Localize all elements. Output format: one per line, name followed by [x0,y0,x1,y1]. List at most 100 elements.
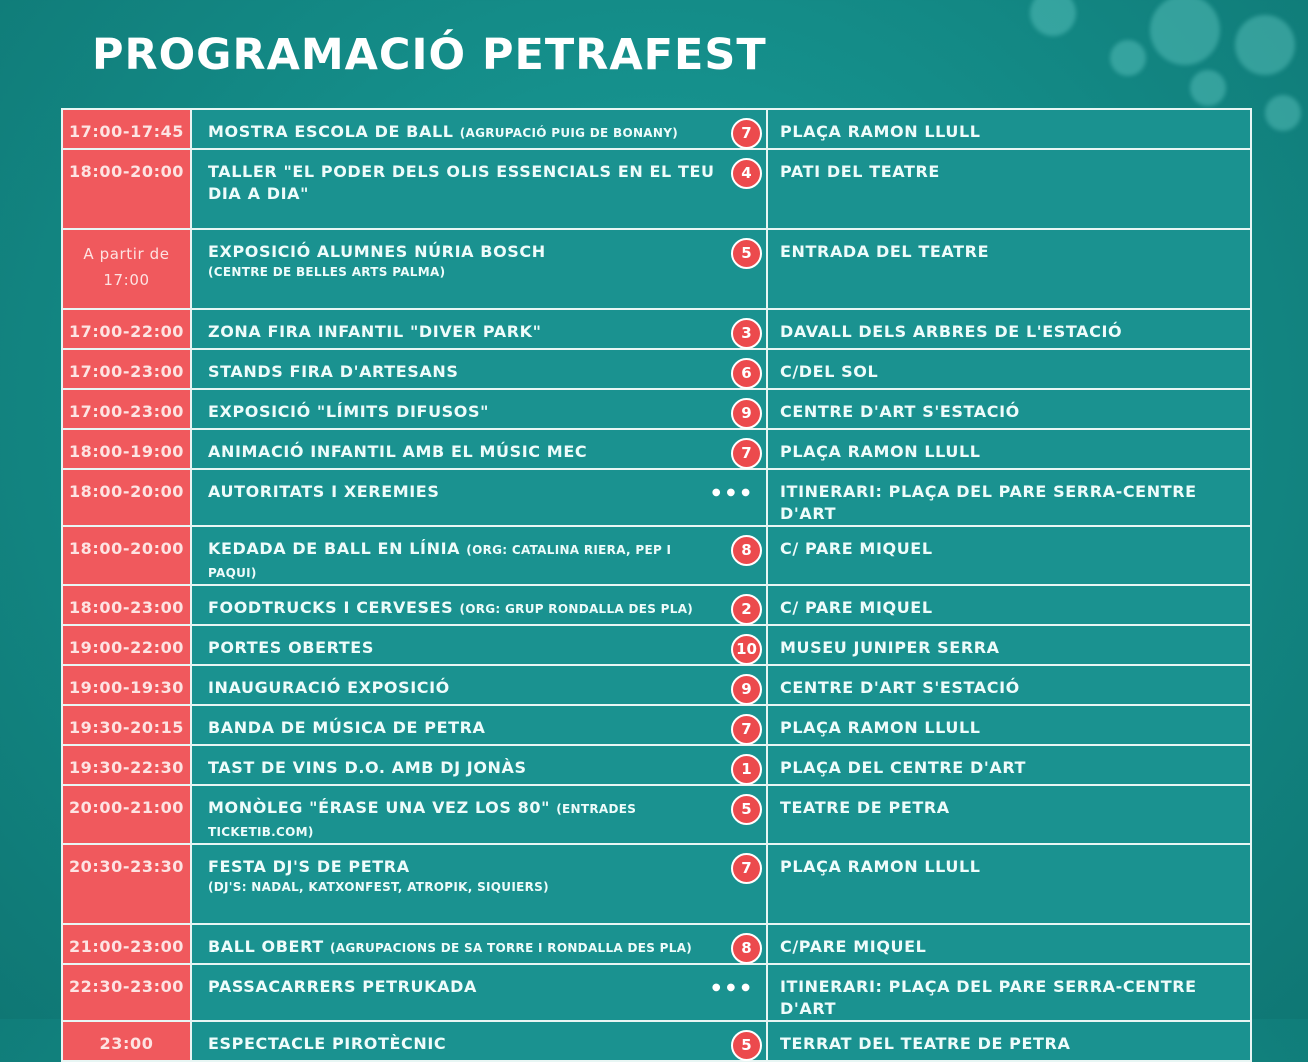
activity-cell: FESTA DJ'S DE PETRA (DJ'S: NADAL, KATXONF… [190,843,768,925]
activity-line: ANIMACIÓ INFANTIL AMB EL MÚSIC MEC [192,430,766,463]
decor-circle [1235,15,1295,75]
activity-cell: EXPOSICIÓ "LÍMITS DIFUSOS" 9 [190,388,768,430]
activity-line: MONÒLEG "ÉRASE UNA VEZ LOS 80" (ENTRADES… [192,786,766,843]
activity-cell: BALL OBERT (AGRUPACIONS DE SA TORRE I RO… [190,923,768,965]
place-label: TERRAT DEL TEATRE DE PETRA [780,1034,1071,1053]
location-number-badge: 7 [731,853,762,884]
activity-subnote: (CENTRE DE BELLES ARTS PALMA) [208,265,446,279]
activity-line: FOODTRUCKS I CERVESES (ORG: GRUP RONDALL… [192,586,766,620]
time-cell: 18:00-20:00 [61,468,192,527]
place-label: ENTRADA DEL TEATRE [780,242,990,261]
activity-line: AUTORITATS I XEREMIES [192,470,766,503]
activity-cell: TAST DE VINS D.O. AMB DJ JONÀS 1 [190,744,768,786]
place-cell: PLAÇA RAMON LLULL [766,843,1252,925]
time-cell: 20:00-21:00 [61,784,192,845]
location-number-badge: 3 [731,318,762,349]
activity-line: INAUGURACIÓ EXPOSICIÓ [192,666,766,699]
activity-note: (AGRUPACIONS DE SA TORRE I RONDALLA DES … [329,941,693,955]
location-number-badge: 4 [731,158,762,189]
place-cell: C/PARE MIQUEL [766,923,1252,965]
time-cell: 23:00 [61,1020,192,1062]
table-row: 17:00-23:00 STANDS FIRA D'ARTESANS 6 C/DEL … [61,348,1252,390]
activity-line: EXPOSICIÓ ALUMNES NÚRIA BOSCH [192,230,766,263]
activity-cell: TALLER "EL PODER DELS OLIS ESSENCIALS EN… [190,148,768,230]
table-row: 19:30-22:30 TAST DE VINS D.O. AMB DJ JONÀ… [61,744,1252,786]
time-label: 21:00-23:00 [68,937,185,956]
place-label: C/DEL SOL [780,362,879,381]
activity-label: MOSTRA ESCOLA DE BALL [208,122,454,141]
activity-line: MOSTRA ESCOLA DE BALL (AGRUPACIÓ PUIG DE… [192,110,766,144]
location-number-badge: 7 [731,118,762,149]
activity-line: TAST DE VINS D.O. AMB DJ JONÀS [192,746,766,779]
activity-line: PORTES OBERTES [192,626,766,659]
time-cell: 19:30-20:15 [61,704,192,746]
activity-label: KEDADA DE BALL EN LÍNIA [208,539,461,558]
schedule-table: 17:00-17:45 MOSTRA ESCOLA DE BALL (AGRUPA… [61,108,1252,1062]
time-label: 20:30-23:30 [68,857,185,876]
place-label: CENTRE D'ART S'ESTACIÓ [780,678,1020,697]
decor-circle [1150,0,1220,65]
time-cell: 19:00-19:30 [61,664,192,706]
activity-label: TAST DE VINS D.O. AMB DJ JONÀS [208,758,527,777]
activity-line: ESPECTACLE PIROTÈCNIC [192,1022,766,1055]
time-cell: 18:00-19:00 [61,428,192,470]
time-cell: 21:00-23:00 [61,923,192,965]
table-row: 18:00-23:00 FOODTRUCKS I CERVESES (ORG: G… [61,584,1252,626]
place-label: PATI DEL TEATRE [780,162,940,181]
activity-label: BANDA DE MÚSICA DE PETRA [208,718,486,737]
activity-label: PASSACARRERS PETRUKADA [208,977,477,996]
time-label: 17:00-23:00 [68,362,185,381]
activity-label: ZONA FIRA INFANTIL "DIVER PARK" [208,322,542,341]
table-row: 19:00-22:00 PORTES OBERTES 10 MUSEU JUNIPER… [61,624,1252,666]
activity-cell: STANDS FIRA D'ARTESANS 6 [190,348,768,390]
schedule-body: 17:00-17:45 MOSTRA ESCOLA DE BALL (AGRUPA… [61,108,1252,1062]
table-row: 20:00-21:00 MONÒLEG "ÉRASE UNA VEZ LOS 80… [61,784,1252,845]
place-label: C/PARE MIQUEL [780,937,927,956]
table-row: 18:00-19:00 ANIMACIÓ INFANTIL AMB EL MÚSI… [61,428,1252,470]
activity-line: KEDADA DE BALL EN LÍNIA (ORG: CATALINA R… [192,527,766,584]
activity-cell: PORTES OBERTES 10 [190,624,768,666]
place-cell: PLAÇA RAMON LLULL [766,108,1252,150]
time-label: 20:00-21:00 [68,798,185,817]
activity-cell: AUTORITATS I XEREMIES ●●● [190,468,768,527]
time-label: 19:30-20:15 [68,718,185,737]
table-row: 18:00-20:00 KEDADA DE BALL EN LÍNIA (ORG:… [61,525,1252,586]
activity-line: BALL OBERT (AGRUPACIONS DE SA TORRE I RO… [192,925,766,959]
location-number-badge: 5 [731,238,762,269]
table-row: 17:00-22:00 ZONA FIRA INFANTIL "DIVER PAR… [61,308,1252,350]
activity-label: STANDS FIRA D'ARTESANS [208,362,459,381]
activity-label: AUTORITATS I XEREMIES [208,482,440,501]
time-label: 17:00-23:00 [68,402,185,421]
location-number-badge: 8 [731,933,762,964]
activity-cell: KEDADA DE BALL EN LÍNIA (ORG: CATALINA R… [190,525,768,586]
place-cell: CENTRE D'ART S'ESTACIÓ [766,388,1252,430]
place-cell: DAVALL DELS ARBRES DE L'ESTACIÓ [766,308,1252,350]
table-row: 17:00-23:00 EXPOSICIÓ "LÍMITS DIFUSOS" 9 CE… [61,388,1252,430]
activity-line: TALLER "EL PODER DELS OLIS ESSENCIALS EN… [192,150,766,205]
time-cell: 19:30-22:30 [61,744,192,786]
place-cell: ITINERARI: PLAÇA DEL PARE SERRA-CENTRE D… [766,963,1252,1022]
location-number-badge: 5 [731,794,762,825]
activity-line: STANDS FIRA D'ARTESANS [192,350,766,383]
place-label: C/ PARE MIQUEL [780,598,933,617]
place-label: PLAÇA RAMON LLULL [780,442,981,461]
time-cell: 20:30-23:30 [61,843,192,925]
activity-cell: PASSACARRERS PETRUKADA ●●● [190,963,768,1022]
place-cell: ENTRADA DEL TEATRE [766,228,1252,310]
time-label: 18:00-20:00 [68,539,185,558]
table-row: 18:00-20:00 TALLER "EL PODER DELS OLIS ES… [61,148,1252,230]
place-cell: TEATRE DE PETRA [766,784,1252,845]
time-cell: 18:00-23:00 [61,584,192,626]
activity-label: MONÒLEG "ÉRASE UNA VEZ LOS 80" [208,798,551,817]
location-number-badge: 5 [731,1030,762,1061]
time-cell: 22:30-23:00 [61,963,192,1022]
time-cell: 18:00-20:00 [61,148,192,230]
place-cell: C/ PARE MIQUEL [766,584,1252,626]
activity-cell: ANIMACIÓ INFANTIL AMB EL MÚSIC MEC 7 [190,428,768,470]
location-number-badge: 6 [731,358,762,389]
activity-label: INAUGURACIÓ EXPOSICIÓ [208,678,450,697]
activity-label: BALL OBERT [208,937,324,956]
ellipsis-icon: ●●● [711,487,756,498]
activity-line: ZONA FIRA INFANTIL "DIVER PARK" [192,310,766,343]
location-number-badge: 10 [731,634,762,665]
